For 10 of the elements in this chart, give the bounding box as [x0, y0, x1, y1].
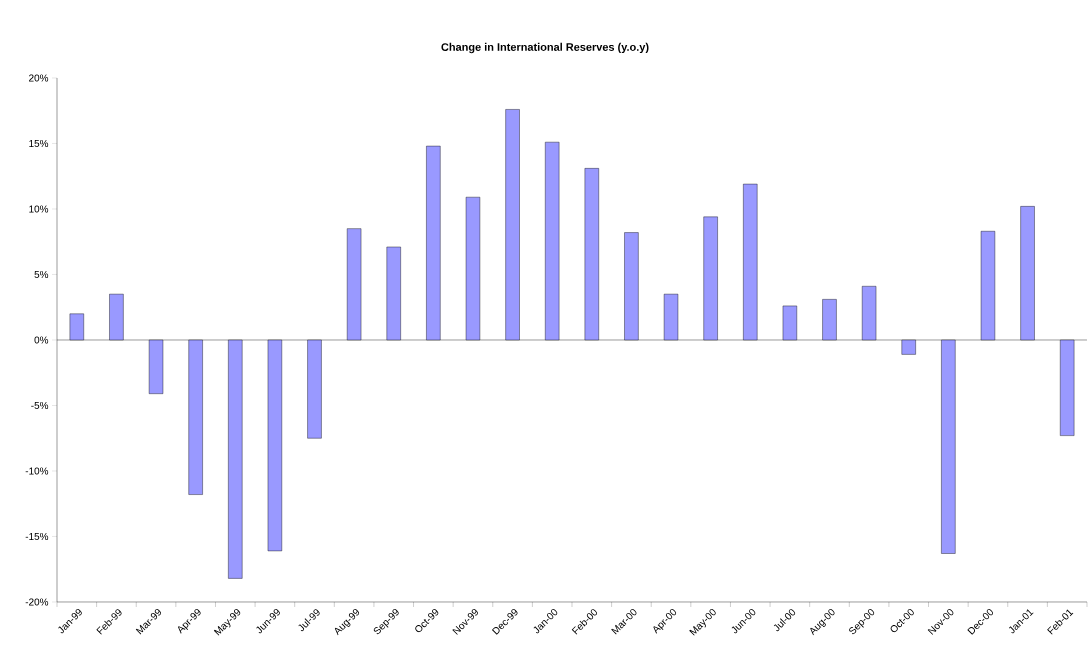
y-tick-label: -15%	[25, 532, 49, 540]
y-tick-label: 20%	[29, 74, 49, 82]
y-tick-label: 0%	[34, 336, 49, 344]
y-tick-label: -5%	[31, 401, 49, 409]
y-tick-label: 15%	[29, 139, 49, 147]
chart-title: Change in International Reserves (y.o.y)	[441, 42, 649, 54]
y-tick-label: -20%	[25, 598, 49, 606]
y-tick-label: 5%	[34, 270, 49, 278]
y-tick-label: 10%	[29, 205, 49, 213]
y-tick-label: -10%	[25, 467, 49, 475]
